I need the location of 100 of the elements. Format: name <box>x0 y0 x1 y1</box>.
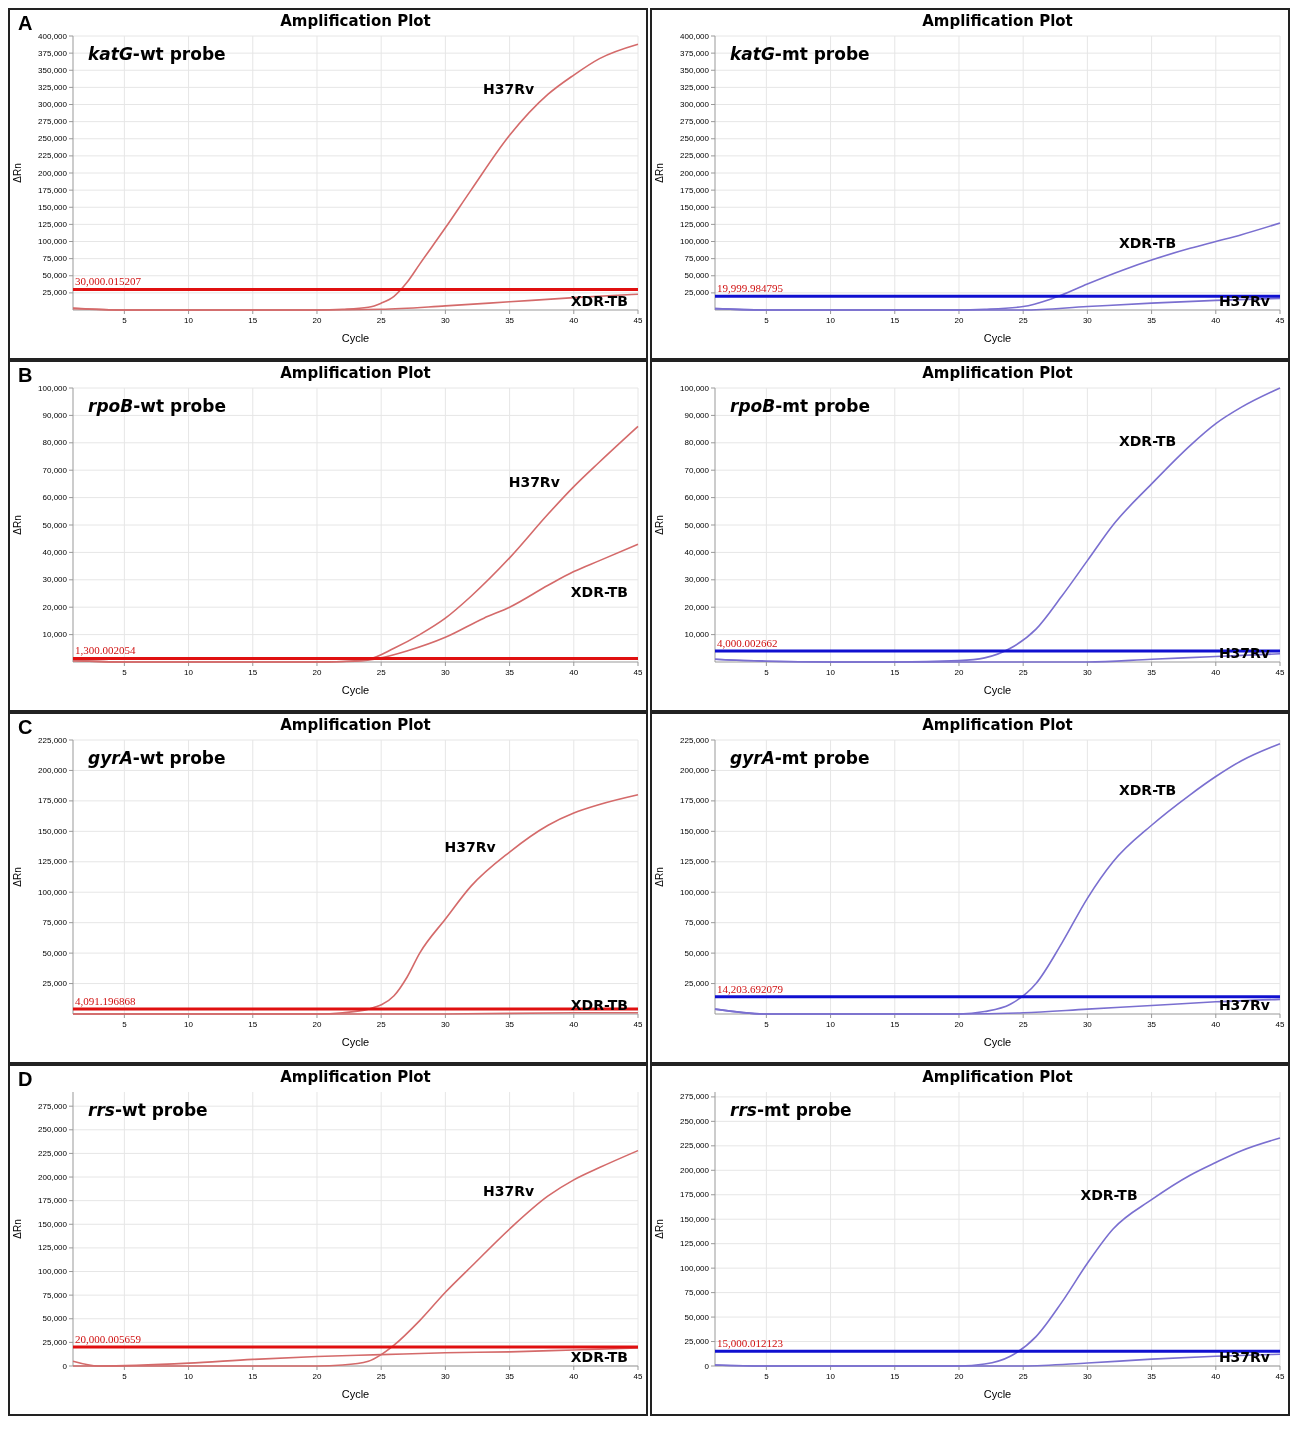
series-label: XDR-TB <box>570 584 628 601</box>
x-tick-label: 45 <box>1275 668 1285 677</box>
y-tick-label: 75,000 <box>42 254 68 264</box>
series-label: XDR-TB <box>1118 432 1177 449</box>
y-tick-label: 200,000 <box>38 168 68 178</box>
y-tick-label: 275,000 <box>680 117 710 127</box>
chart-title: Amplification Plot <box>922 364 1073 382</box>
y-tick-label: 250,000 <box>680 134 710 144</box>
x-tick-label: 30 <box>1082 1372 1093 1381</box>
x-tick-label: 40 <box>1211 668 1221 677</box>
y-tick-label: 125,000 <box>680 1239 710 1249</box>
y-tick-label: 300,000 <box>38 100 68 110</box>
y-tick-label: 225,000 <box>38 1148 68 1158</box>
x-tick-label: 45 <box>1275 1020 1285 1029</box>
x-tick-label: 10 <box>184 316 194 325</box>
ref-line-label: 20,000.005659 <box>75 1333 142 1346</box>
y-tick-label: 100,000 <box>38 887 68 897</box>
x-tick-label: 20 <box>954 1372 964 1381</box>
y-tick-label: 150,000 <box>38 826 68 836</box>
y-tick-label: 40,000 <box>684 547 710 557</box>
text: B <box>18 364 33 386</box>
x-tick-label: 5 <box>764 668 770 677</box>
x-tick-label: 25 <box>376 668 387 677</box>
y-tick-label: 400,000 <box>680 31 710 41</box>
x-tick-label: 45 <box>633 1020 643 1029</box>
y-tick-label: 125,000 <box>38 1243 68 1253</box>
y-tick-label: 100,000 <box>38 1267 68 1277</box>
ref-line-label: 14,203.692079 <box>717 982 784 995</box>
x-tick-label: 20 <box>954 1020 964 1029</box>
series-label: H37Rv <box>483 1182 535 1199</box>
y-tick-label: 225,000 <box>680 735 710 745</box>
y-tick-label: 100,000 <box>38 237 68 247</box>
y-axis-title: ΔRn <box>654 867 665 887</box>
x-tick-label: 35 <box>505 668 515 677</box>
y-tick-label: 75,000 <box>42 1290 68 1300</box>
y-tick-label: 375,000 <box>680 48 710 58</box>
y-tick-label: 50,000 <box>42 271 68 281</box>
y-tick-label: 75,000 <box>684 254 710 264</box>
x-tick-label: 25 <box>376 1372 387 1381</box>
chart-title: Amplification Plot <box>922 1068 1073 1086</box>
y-tick-label: 250,000 <box>38 1125 68 1135</box>
x-tick-label: 45 <box>633 668 643 677</box>
y-axis-title: ΔRn <box>654 163 665 183</box>
x-tick-label: 15 <box>890 1372 900 1381</box>
y-tick-label: 100,000 <box>680 887 710 897</box>
y-tick-label: 275,000 <box>38 117 68 127</box>
y-axis-title: ΔRn <box>12 515 23 535</box>
ref-line-label: 4,000.002662 <box>717 637 778 650</box>
y-tick-label: 225,000 <box>38 735 68 745</box>
chart-title: Amplification Plot <box>280 12 431 30</box>
x-tick-label: 30 <box>1082 1020 1093 1029</box>
y-tick-label: 50,000 <box>684 1312 710 1322</box>
y-tick-label: 30,000 <box>684 575 710 585</box>
x-tick-label: 30 <box>1082 316 1093 325</box>
series-label: H37Rv <box>1218 1349 1270 1365</box>
x-tick-label: 5 <box>122 1372 128 1381</box>
y-tick-label: 60,000 <box>684 493 710 503</box>
y-tick-label: 150,000 <box>38 1219 68 1229</box>
annotation: rpoB-mt probe <box>730 396 870 416</box>
x-tick-label: 35 <box>505 1372 515 1381</box>
y-tick-label: 10,000 <box>684 630 710 640</box>
x-tick-label: 10 <box>826 316 836 325</box>
x-axis-title: Cycle <box>341 1036 370 1048</box>
y-tick-label: 150,000 <box>680 202 710 212</box>
x-tick-label: 10 <box>184 1372 194 1381</box>
x-tick-label: 10 <box>826 1372 836 1381</box>
y-tick-label: 275,000 <box>38 1101 68 1111</box>
y-tick-label: 200,000 <box>38 1172 68 1182</box>
y-tick-label: 30,000 <box>42 575 68 585</box>
x-tick-label: 5 <box>764 1372 770 1381</box>
x-tick-label: 10 <box>826 1020 836 1029</box>
y-tick-label: 225,000 <box>680 1141 710 1151</box>
x-tick-label: 5 <box>764 1020 770 1029</box>
x-tick-label: 5 <box>122 316 128 325</box>
ref-line-label: 4,091.196868 <box>75 995 136 1008</box>
series-label: XDR-TB <box>1080 1186 1138 1203</box>
y-axis-title: ΔRn <box>12 867 23 887</box>
x-tick-label: 35 <box>1147 316 1157 325</box>
x-tick-label: 20 <box>312 316 322 325</box>
x-tick-label: 20 <box>312 1020 322 1029</box>
y-tick-label: 70,000 <box>42 465 68 475</box>
y-tick-label: 25,000 <box>684 288 710 298</box>
series-label: XDR-TB <box>1118 781 1177 798</box>
x-tick-label: 40 <box>1211 1020 1221 1029</box>
x-tick-label: 30 <box>440 1372 451 1381</box>
x-tick-label: 15 <box>248 316 258 325</box>
x-tick-label: 40 <box>1211 1372 1221 1381</box>
x-tick-label: 30 <box>440 1020 451 1029</box>
y-tick-label: 175,000 <box>680 1190 710 1200</box>
x-tick-label: 40 <box>569 1020 579 1029</box>
y-tick-label: 0 <box>704 1361 710 1371</box>
x-axis-title: Cycle <box>983 332 1012 344</box>
x-tick-label: 40 <box>1211 316 1221 325</box>
y-tick-label: 60,000 <box>42 493 68 503</box>
y-tick-label: 175,000 <box>680 185 710 195</box>
x-tick-label: 30 <box>1082 668 1093 677</box>
y-tick-label: 325,000 <box>680 82 710 92</box>
ref-line-label: 15,000.012123 <box>717 1337 784 1350</box>
y-tick-label: 275,000 <box>680 1092 710 1102</box>
y-tick-label: 350,000 <box>680 65 710 75</box>
